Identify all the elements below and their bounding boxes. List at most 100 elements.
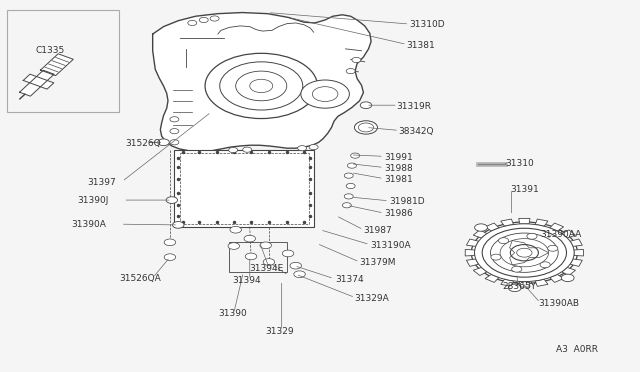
Circle shape [164, 239, 175, 246]
Polygon shape [500, 219, 513, 226]
Text: 31390A: 31390A [71, 221, 106, 230]
Circle shape [482, 228, 566, 277]
Circle shape [352, 57, 361, 62]
Text: 313190A: 313190A [370, 241, 410, 250]
Text: 31310D: 31310D [410, 20, 445, 29]
Circle shape [243, 147, 252, 152]
Text: 31379M: 31379M [360, 258, 396, 267]
Polygon shape [535, 219, 548, 226]
Circle shape [199, 17, 208, 23]
Circle shape [348, 163, 356, 168]
Polygon shape [467, 239, 479, 246]
Text: 31394: 31394 [232, 276, 260, 285]
Circle shape [210, 16, 219, 21]
Circle shape [228, 147, 237, 153]
Bar [174, 150, 314, 227]
Text: 31397: 31397 [87, 178, 116, 187]
Circle shape [351, 153, 360, 158]
Circle shape [170, 117, 179, 122]
Text: 31391: 31391 [510, 185, 539, 194]
Text: 31390AB: 31390AB [538, 299, 579, 308]
Circle shape [188, 20, 196, 26]
Circle shape [260, 242, 271, 248]
Circle shape [309, 144, 318, 150]
Polygon shape [550, 223, 564, 231]
Polygon shape [570, 239, 582, 246]
Circle shape [301, 80, 349, 108]
Text: 31310: 31310 [505, 159, 534, 168]
Circle shape [170, 129, 179, 134]
Circle shape [263, 259, 275, 265]
Circle shape [471, 222, 577, 283]
Polygon shape [20, 70, 54, 96]
Text: A3  A0RR: A3 A0RR [556, 345, 598, 354]
Polygon shape [467, 259, 479, 266]
Circle shape [358, 123, 374, 132]
Circle shape [346, 68, 355, 74]
Text: 31329: 31329 [266, 327, 294, 336]
Circle shape [490, 233, 558, 272]
Circle shape [475, 224, 488, 231]
Circle shape [298, 145, 307, 151]
Circle shape [511, 266, 522, 272]
Polygon shape [519, 282, 530, 287]
Circle shape [220, 62, 303, 110]
Circle shape [346, 183, 355, 189]
Circle shape [516, 248, 532, 257]
Bar [7, 10, 119, 112]
Text: 31374: 31374 [335, 275, 364, 284]
Bar [179, 153, 308, 224]
Circle shape [474, 224, 574, 282]
Polygon shape [574, 250, 584, 256]
Text: 31390AA: 31390AA [540, 230, 582, 239]
Text: C1335: C1335 [36, 46, 65, 55]
Bar [229, 241, 287, 272]
Text: 31988: 31988 [384, 164, 413, 173]
Text: 31981D: 31981D [389, 197, 424, 206]
Text: 31394E: 31394E [250, 264, 284, 273]
Circle shape [510, 244, 538, 261]
Circle shape [228, 243, 239, 249]
Text: 31390J: 31390J [77, 196, 109, 205]
Text: 31390: 31390 [218, 310, 246, 318]
Circle shape [344, 194, 353, 199]
Circle shape [499, 238, 509, 244]
Polygon shape [550, 275, 564, 282]
Polygon shape [473, 230, 487, 238]
Polygon shape [23, 74, 54, 89]
Text: 31991: 31991 [384, 153, 413, 161]
Circle shape [173, 222, 184, 228]
Polygon shape [153, 13, 371, 152]
Text: 31981: 31981 [384, 175, 413, 184]
Polygon shape [40, 54, 73, 76]
Polygon shape [500, 279, 513, 286]
Text: 31987: 31987 [364, 226, 392, 235]
Circle shape [250, 79, 273, 93]
Circle shape [312, 87, 338, 102]
Text: 38342Q: 38342Q [398, 126, 433, 136]
Circle shape [527, 233, 537, 239]
Circle shape [205, 53, 317, 119]
Polygon shape [473, 267, 487, 276]
Polygon shape [562, 230, 575, 238]
Polygon shape [562, 267, 575, 276]
Text: 31319R: 31319R [397, 102, 431, 111]
Circle shape [294, 271, 305, 278]
Circle shape [244, 235, 255, 242]
Circle shape [344, 173, 353, 178]
Text: 31986: 31986 [384, 209, 413, 218]
Circle shape [282, 250, 294, 257]
Text: 31526Q: 31526Q [125, 139, 161, 148]
Polygon shape [570, 259, 582, 266]
Circle shape [500, 238, 548, 267]
Circle shape [540, 262, 550, 268]
Polygon shape [465, 250, 475, 256]
Text: 31526QA: 31526QA [119, 274, 161, 283]
Polygon shape [519, 218, 530, 224]
Circle shape [166, 197, 177, 203]
Polygon shape [485, 223, 499, 231]
Polygon shape [535, 279, 548, 286]
Text: 31381: 31381 [406, 41, 435, 50]
Circle shape [290, 262, 301, 269]
Circle shape [164, 254, 175, 260]
